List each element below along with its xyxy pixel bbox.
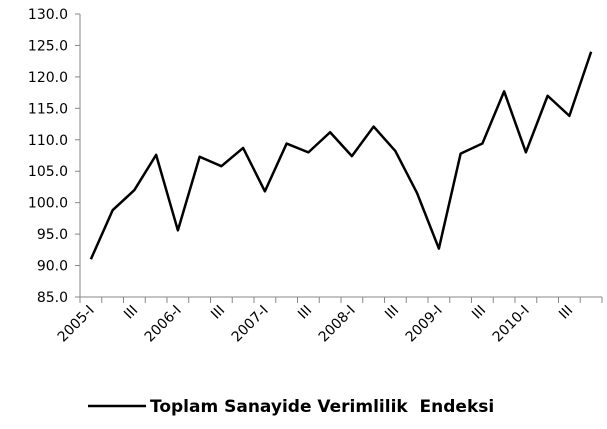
x-tick-label: III: [121, 303, 141, 323]
x-tick-label: 2010-I: [490, 303, 533, 346]
series-line: [89, 51, 593, 260]
x-tick-label: III: [295, 303, 315, 323]
x-tick-label: III: [469, 303, 489, 323]
y-tick-label: 105.0: [28, 164, 68, 180]
legend-label: Toplam Sanayide Verimlilik Endeksi: [150, 397, 494, 417]
y-tick-label: 130.0: [28, 7, 68, 23]
x-tick-label: 2006-I: [142, 303, 185, 346]
y-tick-label: 125.0: [28, 38, 68, 54]
y-tick-label: 120.0: [28, 70, 68, 86]
y-tick-label: 100.0: [28, 196, 68, 212]
x-tick-label: 2009-I: [403, 303, 446, 346]
y-tick-label: 115.0: [28, 101, 68, 117]
x-tick-label: 2005-I: [55, 303, 98, 346]
y-tick-label: 90.0: [37, 259, 68, 275]
x-tick-label: III: [556, 303, 576, 323]
y-tick-label: 110.0: [28, 133, 68, 149]
x-tick-label: 2008-I: [316, 303, 359, 346]
x-tick-label: III: [382, 303, 402, 323]
x-tick-label: III: [208, 303, 228, 323]
y-tick-label: 95.0: [37, 227, 68, 243]
x-tick-label: 2007-I: [229, 303, 272, 346]
y-tick-label: 85.0: [37, 290, 68, 306]
